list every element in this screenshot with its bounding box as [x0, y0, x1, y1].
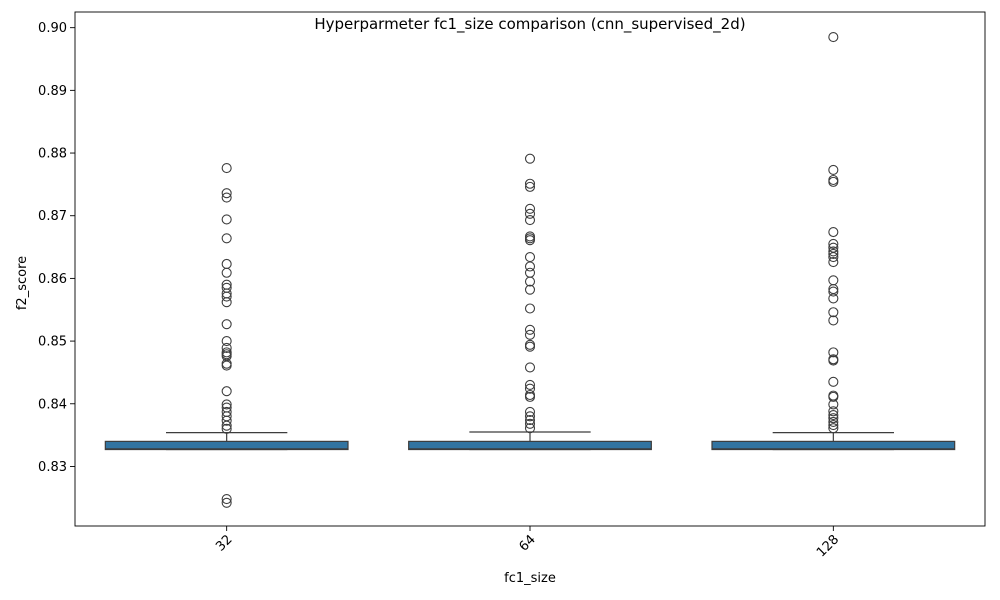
outlier-point	[524, 252, 536, 263]
outlier-point	[221, 420, 232, 431]
outlier-point	[221, 188, 232, 199]
outlier-point	[828, 226, 839, 238]
outlier-point	[828, 164, 839, 176]
outlier-point	[221, 493, 232, 505]
outlier-point	[524, 324, 536, 335]
outlier-point	[828, 416, 839, 427]
box-128	[711, 440, 956, 451]
outlier-point	[221, 386, 232, 397]
outlier-point	[828, 391, 839, 402]
outlier-point	[828, 410, 839, 421]
y-tick-label: 0.87	[38, 209, 67, 224]
outlier-point	[221, 342, 232, 354]
outlier-point	[828, 275, 839, 286]
y-axis-label: f2_score	[15, 256, 30, 310]
outlier-point	[524, 178, 536, 189]
outlier-point	[828, 423, 839, 434]
outlier-point	[524, 329, 536, 340]
outlier-point	[828, 315, 839, 326]
outlier-point	[828, 246, 839, 257]
outlier-point	[524, 415, 536, 426]
outlier-point	[828, 32, 839, 43]
outlier-point	[524, 391, 536, 402]
outlier-point	[524, 411, 536, 422]
chart-title: Hyperparmeter fc1_size comparison (cnn_s…	[314, 15, 745, 34]
outlier-point	[221, 163, 232, 174]
outlier-point	[221, 360, 232, 371]
outlier-point	[524, 208, 536, 219]
outlier-point	[524, 181, 536, 192]
outlier-point	[221, 214, 232, 225]
outlier-point	[524, 215, 536, 226]
box-group-128	[711, 32, 956, 451]
outlier-point	[828, 238, 839, 249]
outlier-point	[828, 248, 839, 260]
outlier-point	[828, 420, 839, 431]
outlier-point	[524, 362, 536, 373]
outlier-point	[221, 297, 232, 308]
outlier-point	[828, 252, 839, 263]
outlier-point	[524, 418, 536, 429]
outlier-point	[221, 415, 232, 426]
x-tick-label-128: 128	[814, 532, 842, 560]
plot-area	[104, 32, 956, 508]
box-64	[408, 440, 652, 451]
y-tick-label: 0.84	[38, 397, 67, 412]
y-tick-label: 0.83	[38, 460, 67, 475]
y-tick-label: 0.90	[38, 21, 67, 36]
outlier-point	[828, 176, 839, 187]
outlier-point	[221, 233, 232, 244]
x-axis-label: fc1_size	[504, 571, 556, 586]
outlier-point	[828, 257, 839, 268]
outlier-point	[221, 319, 232, 330]
outlier-point	[524, 203, 536, 214]
outlier-point	[828, 286, 839, 297]
outlier-point	[524, 153, 536, 164]
outlier-point	[524, 276, 536, 287]
x-tick-label-32: 32	[213, 532, 235, 554]
x-tick-label-64: 64	[517, 532, 539, 554]
box-32	[104, 440, 349, 451]
outlier-point	[828, 413, 839, 424]
outlier-point	[221, 267, 232, 278]
outlier-point	[524, 341, 536, 352]
outlier-point	[828, 347, 839, 358]
outlier-point	[524, 423, 536, 434]
outlier-point	[524, 379, 536, 391]
box-group-64	[408, 153, 652, 451]
outlier-point	[221, 336, 232, 347]
y-tick-label: 0.89	[38, 84, 67, 99]
outlier-point	[828, 399, 839, 410]
box-group-32	[104, 163, 349, 508]
outlier-point	[221, 192, 232, 203]
y-tick-label: 0.85	[38, 335, 67, 350]
outlier-point	[524, 406, 536, 417]
x-axis: 32 64 128	[213, 526, 842, 560]
outlier-point	[828, 406, 839, 417]
outlier-point	[524, 261, 536, 272]
y-axis: 0.83 0.84 0.85 0.86 0.87 0.88 0.89 0.90	[38, 21, 75, 475]
outlier-point	[221, 399, 232, 410]
outlier-point	[221, 423, 232, 434]
outlier-point	[828, 307, 839, 318]
outlier-point	[524, 235, 536, 246]
outlier-point	[524, 383, 536, 394]
outlier-point	[828, 355, 839, 366]
outlier-point	[524, 303, 536, 314]
outlier-point	[828, 376, 839, 387]
outlier-point	[221, 258, 232, 270]
outlier-point	[524, 267, 536, 278]
outlier-point	[221, 291, 232, 302]
outlier-point	[221, 497, 232, 508]
outlier-point	[524, 284, 536, 295]
y-tick-label: 0.88	[38, 147, 67, 162]
outlier-point	[828, 293, 839, 304]
y-tick-label: 0.86	[38, 272, 67, 287]
